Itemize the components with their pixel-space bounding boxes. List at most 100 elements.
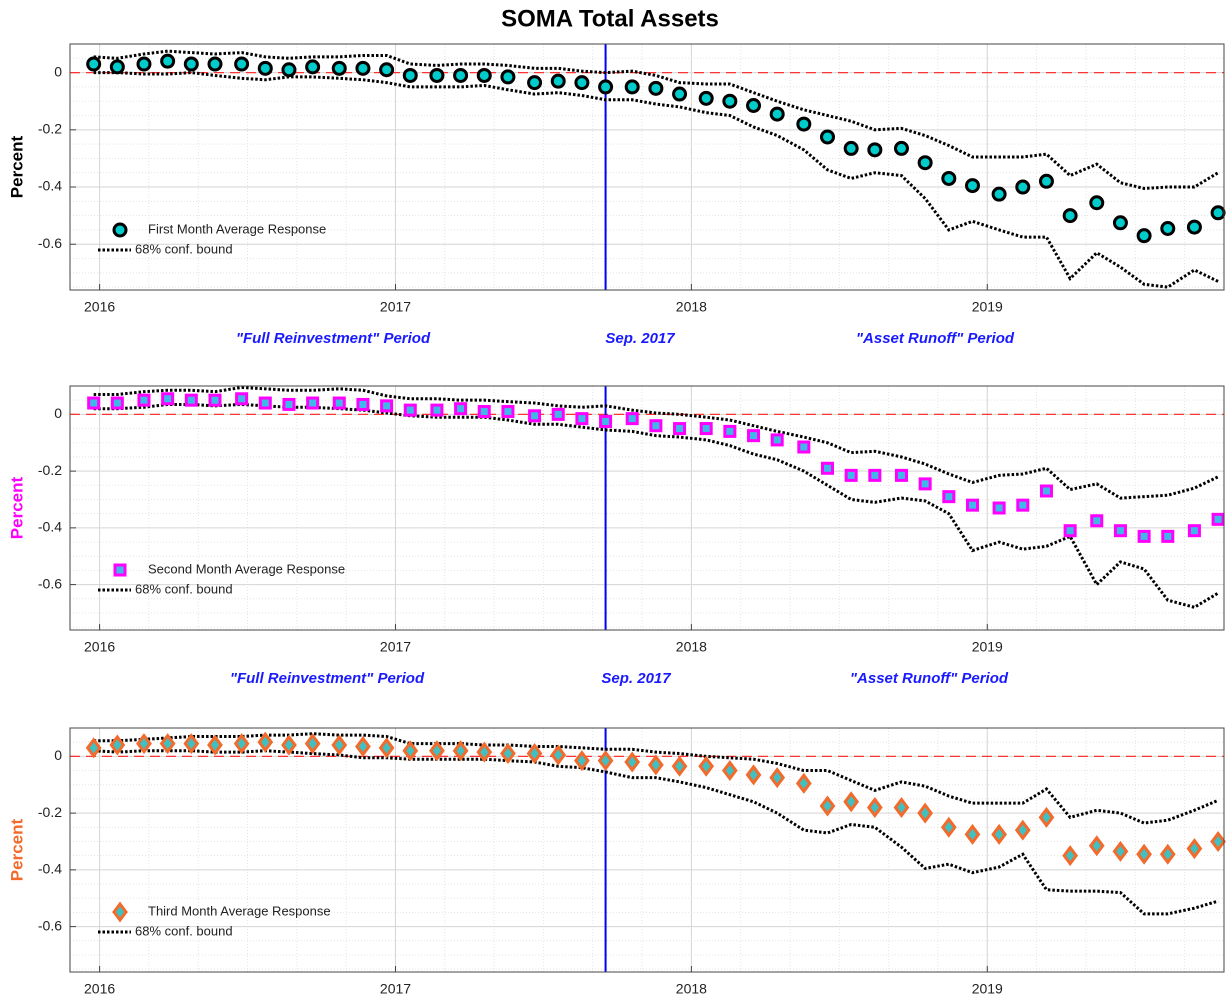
- x-tick-label: 2018: [676, 299, 707, 315]
- marker: [452, 740, 469, 762]
- x-tick-label: 2017: [380, 981, 411, 997]
- marker: [599, 414, 613, 428]
- marker: [1089, 195, 1105, 211]
- marker: [894, 468, 908, 482]
- marker: [624, 79, 640, 95]
- marker: [1211, 512, 1225, 526]
- y-tick-label: -0.2: [38, 462, 62, 478]
- marker: [379, 62, 395, 78]
- marker: [306, 396, 320, 410]
- marker: [160, 53, 176, 69]
- marker: [917, 155, 933, 171]
- marker: [476, 741, 493, 763]
- marker: [304, 733, 321, 755]
- marker: [1112, 840, 1129, 862]
- marker: [722, 93, 738, 109]
- axes: -0.6 -0.4 -0.2 0 2016 2017 2018 2019 Percent Seco…: [7, 385, 1225, 687]
- legend-label: 68% conf. bound: [135, 241, 233, 256]
- marker: [964, 823, 981, 845]
- marker: [112, 222, 128, 238]
- marker: [137, 393, 151, 407]
- marker: [1039, 484, 1053, 498]
- marker: [429, 67, 445, 83]
- marker: [819, 129, 835, 145]
- marker: [1063, 524, 1077, 538]
- marker: [110, 396, 124, 410]
- marker: [183, 56, 199, 72]
- marker: [113, 563, 127, 577]
- y-axis-label: Percent: [7, 135, 26, 198]
- marker: [1137, 529, 1151, 543]
- marker: [526, 743, 543, 765]
- marker: [183, 733, 200, 755]
- marker: [893, 796, 910, 818]
- marker: [699, 422, 713, 436]
- marker: [161, 392, 175, 406]
- marker: [843, 791, 860, 813]
- marker: [866, 796, 883, 818]
- marker: [86, 56, 102, 72]
- axes: -0.6 -0.4 -0.2 0 2016 2017 2018 2019 Percent Thir…: [7, 727, 1226, 997]
- confidence-bound: [93, 71, 1219, 289]
- annotation: "Asset Runoff" Period: [850, 670, 1009, 687]
- marker: [207, 56, 223, 72]
- y-axis-label: Percent: [7, 476, 26, 539]
- marker: [795, 772, 812, 794]
- y-tick-label: -0.4: [38, 861, 62, 877]
- marker: [797, 440, 811, 454]
- marker: [402, 740, 419, 762]
- marker: [918, 477, 932, 491]
- marker: [941, 170, 957, 186]
- marker: [992, 501, 1006, 515]
- confidence-bound: [93, 749, 1219, 916]
- marker: [430, 403, 444, 417]
- marker: [1062, 845, 1079, 867]
- marker: [380, 399, 394, 413]
- marker: [1210, 830, 1226, 852]
- marker: [403, 403, 417, 417]
- marker: [477, 405, 491, 419]
- marker: [867, 142, 883, 158]
- marker: [500, 743, 516, 765]
- marker: [356, 397, 370, 411]
- axes: -0.6 -0.4 -0.2 0 2016 2017 2018 2019 Percent Firs…: [7, 43, 1226, 347]
- y-tick-label: 0: [54, 747, 62, 763]
- marker: [991, 186, 1007, 202]
- marker: [355, 735, 371, 757]
- marker: [453, 67, 469, 83]
- marker: [747, 429, 761, 443]
- x-tick-label: 2016: [84, 299, 115, 315]
- marker: [527, 75, 543, 91]
- marker: [672, 86, 688, 102]
- marker: [648, 80, 664, 96]
- marker: [574, 75, 590, 91]
- marker: [1210, 205, 1226, 221]
- marker: [1015, 179, 1031, 195]
- marker: [233, 733, 250, 755]
- marker: [769, 767, 786, 789]
- marker: [501, 405, 515, 419]
- marker: [673, 422, 687, 436]
- confidence-bound: [93, 402, 1219, 609]
- marker: [965, 498, 979, 512]
- y-tick-label: -0.6: [38, 917, 62, 933]
- marker: [1186, 838, 1203, 860]
- marker: [528, 409, 542, 423]
- plot-area: [70, 44, 1224, 290]
- marker: [991, 823, 1007, 845]
- x-tick-label: 2017: [380, 639, 411, 655]
- x-tick-label: 2017: [380, 299, 411, 315]
- confidence-bound: [93, 385, 1219, 500]
- marker: [184, 393, 198, 407]
- x-tick-label: 2016: [84, 639, 115, 655]
- marker: [598, 79, 614, 95]
- axes-frame: [69, 385, 1225, 631]
- marker: [1160, 221, 1176, 236]
- marker: [207, 734, 223, 756]
- plot-area: [70, 386, 1224, 630]
- marker: [281, 62, 297, 78]
- marker: [282, 397, 296, 411]
- y-tick-label: -0.2: [38, 121, 62, 137]
- marker: [87, 396, 101, 410]
